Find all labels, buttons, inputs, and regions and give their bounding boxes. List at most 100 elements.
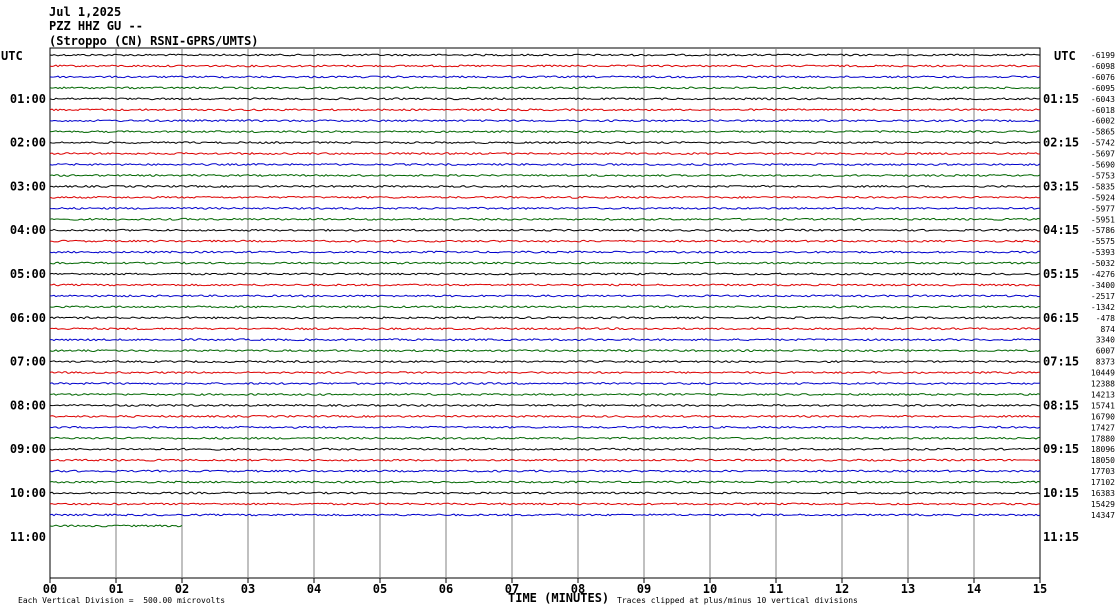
trace-offset-labels: -6199 -6098 -6076 -6095 -6043 -6018 -6002 -5865…: [1091, 51, 1115, 520]
seismic-traces: [49, 53, 1041, 528]
trace-line: [49, 152, 1041, 156]
trace-line: [49, 316, 1041, 320]
plot-frame: [49, 47, 1041, 579]
right-utc-label: UTC: [1054, 49, 1076, 63]
trace-line: [49, 250, 1041, 254]
left-time-label: 03:00: [10, 179, 46, 193]
right-time-label: 02:15: [1043, 136, 1079, 150]
header-date: Jul 1,2025: [49, 5, 122, 19]
trace-line: [49, 371, 1041, 375]
left-time-label: 05:00: [10, 267, 46, 281]
header-location: (Stroppo (CN) RSNI-GPRS/UMTS): [49, 34, 259, 48]
trace-offset-label: -5697: [1091, 150, 1115, 159]
x-tick-label: 01: [109, 582, 123, 596]
trace-line: [49, 502, 1041, 506]
trace-offset-label: 16383: [1091, 489, 1115, 498]
x-tick-label: 05: [373, 582, 387, 596]
trace-offset-label: 14347: [1091, 511, 1115, 520]
trace-offset-label: 3340: [1096, 336, 1115, 345]
trace-line: [49, 425, 1041, 429]
trace-offset-label: -1342: [1091, 303, 1115, 312]
trace-offset-label: -5977: [1091, 204, 1115, 213]
trace-line: [49, 272, 1041, 276]
right-time-label: 04:15: [1043, 223, 1079, 237]
x-tick-label: 12: [835, 582, 849, 596]
trace-offset-label: 14213: [1091, 390, 1115, 399]
trace-line: [49, 228, 1041, 232]
left-time-label: 02:00: [10, 136, 46, 150]
left-time-label: 06:00: [10, 311, 46, 325]
trace-line: [49, 206, 1041, 210]
trace-line: [49, 524, 183, 528]
right-time-labels: 01:15 02:15 03:15 04:15 05:15 06:15 07:15 08:15…: [1043, 92, 1079, 544]
trace-offset-label: -6043: [1091, 95, 1115, 104]
trace-offset-label: 18050: [1091, 456, 1115, 465]
left-time-label: 11:00: [10, 530, 46, 544]
x-axis-label: TIME (MINUTES): [508, 591, 610, 605]
trace-line: [49, 436, 1041, 440]
trace-line: [49, 119, 1040, 123]
trace-offset-label: -6018: [1091, 106, 1115, 115]
trace-offset-label: 17703: [1091, 467, 1115, 476]
x-tick-labels: 00 01 02 03 04 05 06 07 08 09 10 11 12 13 14 15: [43, 578, 1047, 596]
header-station: PZZ HHZ GU --: [49, 19, 143, 33]
trace-offset-label: 6007: [1096, 347, 1115, 356]
trace-offset-label: -5690: [1091, 161, 1115, 170]
left-time-label: 09:00: [10, 442, 46, 456]
trace-line: [49, 173, 1041, 177]
right-time-label: 08:15: [1043, 398, 1079, 412]
trace-offset-label: 18096: [1091, 445, 1115, 454]
trace-line: [50, 184, 1041, 188]
trace-line: [49, 458, 1041, 462]
trace-line: [49, 108, 1041, 112]
trace-line: [49, 513, 1041, 517]
trace-line: [49, 360, 1041, 364]
left-time-label: 07:00: [10, 355, 46, 369]
trace-offset-label: 15429: [1091, 500, 1115, 509]
left-time-label: 04:00: [10, 223, 46, 237]
trace-line: [50, 283, 1041, 287]
trace-line: [49, 381, 1041, 386]
trace-line: [49, 305, 1041, 309]
right-time-label: 01:15: [1043, 92, 1079, 106]
trace-offset-label: 16790: [1091, 412, 1115, 421]
x-tick-label: 07: [505, 582, 519, 596]
right-time-label: 09:15: [1043, 442, 1079, 456]
trace-offset-label: 8373: [1096, 358, 1115, 367]
trace-offset-label: 10449: [1091, 369, 1115, 378]
trace-line: [49, 86, 1041, 90]
right-time-label: 05:15: [1043, 267, 1079, 281]
left-utc-label: UTC: [1, 49, 23, 63]
right-time-label: 10:15: [1043, 486, 1079, 500]
x-tick-label: 03: [241, 582, 255, 596]
trace-line: [50, 294, 1041, 298]
trace-offset-label: -5924: [1091, 193, 1115, 202]
trace-line: [49, 97, 1041, 101]
x-tick-label: 02: [175, 582, 189, 596]
trace-offset-label: 17427: [1091, 423, 1115, 432]
right-time-label: 11:15: [1043, 530, 1079, 544]
trace-line: [49, 217, 1041, 221]
left-time-labels: 01:00 02:00 03:00 04:00 05:00 06:00 07:00 08:00…: [10, 92, 46, 544]
x-tick-label: 10: [703, 582, 717, 596]
right-time-label: 03:15: [1043, 179, 1079, 193]
x-tick-label: 08: [571, 582, 585, 596]
scale-note: Each Vertical Division = 500.00 microvol…: [18, 596, 226, 605]
trace-line: [49, 162, 1041, 167]
trace-line: [49, 403, 1041, 407]
x-tick-label: 11: [769, 582, 783, 596]
trace-offset-label: -5951: [1091, 215, 1115, 224]
clip-note: Traces clipped at plus/minus 10 vertical…: [617, 596, 858, 605]
x-tick-label: 04: [307, 582, 321, 596]
trace-offset-label: -3400: [1091, 281, 1115, 290]
trace-offset-label: -6076: [1091, 73, 1115, 82]
trace-offset-label: 17880: [1091, 434, 1115, 443]
trace-line: [49, 414, 1041, 418]
trace-offset-label: -5865: [1091, 128, 1115, 137]
trace-line: [49, 392, 1041, 396]
left-time-label: 10:00: [10, 486, 46, 500]
trace-offset-label: -5575: [1091, 237, 1115, 246]
trace-line: [49, 261, 1041, 265]
x-tick-label: 09: [637, 582, 651, 596]
x-tick-label: 00: [43, 582, 57, 596]
